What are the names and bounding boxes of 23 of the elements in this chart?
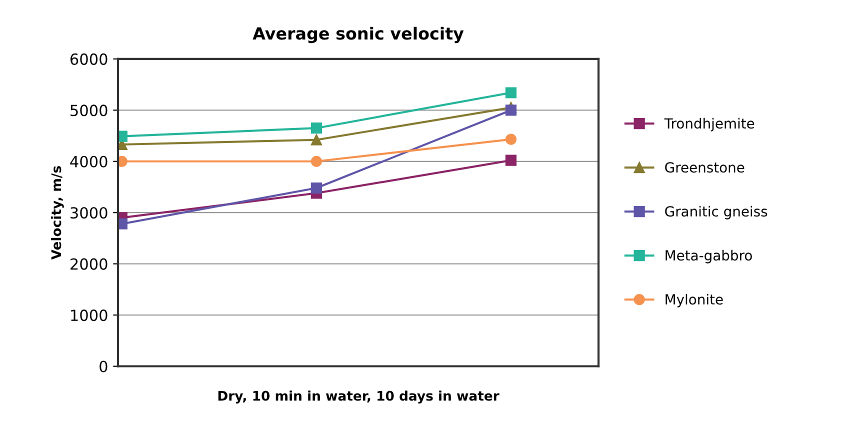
y-axis-title: Velocity, m/s <box>50 166 64 260</box>
y-tick-label: 4000 <box>70 156 108 168</box>
point <box>310 182 322 194</box>
legend-label: Trondhjemite <box>664 118 754 132</box>
y-tick-label: 1000 <box>71 310 108 322</box>
y-tick-label: 2000 <box>70 258 108 270</box>
y-tick-label: 6000 <box>70 53 108 65</box>
point <box>310 134 322 146</box>
point <box>505 87 517 98</box>
y-tick-label: 0 <box>100 360 108 372</box>
point <box>310 156 322 167</box>
point <box>505 154 517 166</box>
point <box>505 104 517 116</box>
legend-label: Granitic gneiss <box>665 206 768 220</box>
x-axis-title: Dry, 10 min in water, 10 days in water <box>218 390 500 404</box>
point <box>310 122 322 134</box>
y-tick-label: 5000 <box>70 104 108 116</box>
chart-title: Average sonic velocity <box>252 26 464 44</box>
y-tick-label: 3000 <box>70 207 108 219</box>
legend-label: Meta-gabbro <box>666 250 752 264</box>
legend-label: Greenstone <box>665 162 744 173</box>
legend-label: Mylonite <box>666 294 723 308</box>
point <box>505 134 517 145</box>
